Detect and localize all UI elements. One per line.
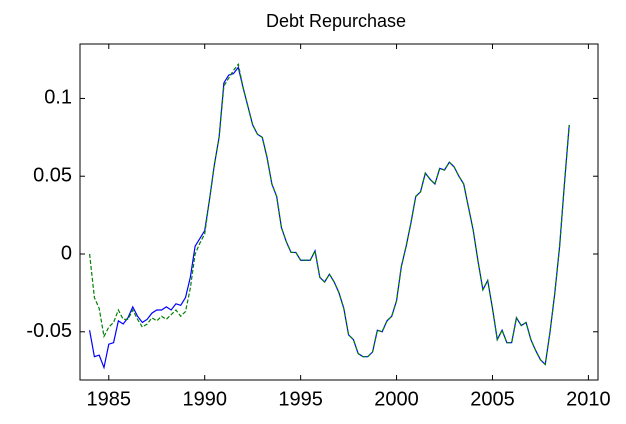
y-tick-label: 0 (61, 242, 72, 264)
series-line (88, 62, 570, 366)
x-tick-label: 2005 (470, 388, 515, 410)
x-tick-label: 1995 (278, 388, 323, 410)
plot-frame (79, 43, 599, 381)
series-line (88, 65, 570, 370)
chart-title: Debt Repurchase (266, 11, 406, 31)
y-tick-label: 0.05 (33, 165, 72, 187)
x-tick-label: 1985 (87, 388, 132, 410)
x-tick-label: 2000 (374, 388, 419, 410)
y-tick-label: -0.05 (26, 320, 72, 342)
x-tick-label: 2010 (566, 388, 611, 410)
y-tick-label: 0.1 (44, 87, 72, 109)
x-tick-label: 1990 (182, 388, 227, 410)
